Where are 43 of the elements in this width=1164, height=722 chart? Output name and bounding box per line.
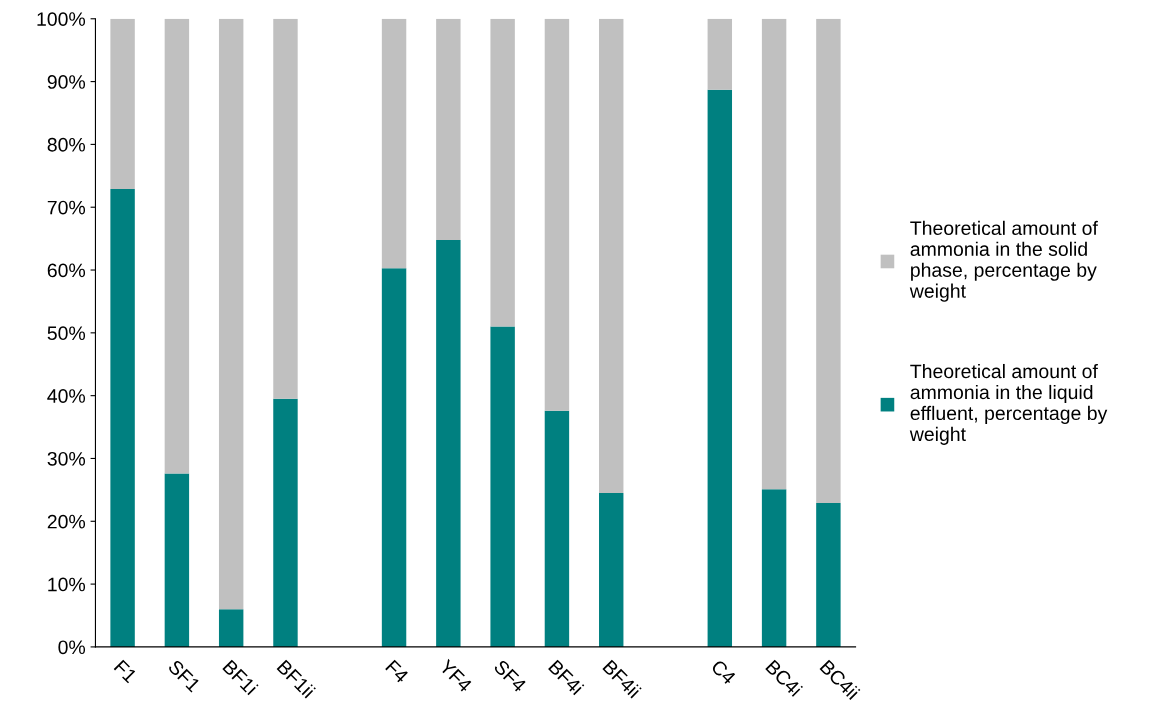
y-tick-label: 90% [47,75,86,89]
bar [490,326,515,647]
bar [273,18,298,399]
bar [707,18,733,90]
bar [816,503,841,647]
bar [218,18,244,610]
legend-label: Theoretical amount of ammonia in the solid phase, percentage by weight [909,220,1098,302]
bar [761,18,787,490]
bar [164,473,190,647]
bar [599,493,624,647]
y-tick-label: 80% [47,137,86,152]
bar [599,18,624,494]
bar [436,239,461,647]
bar [381,18,407,269]
x-tick-label: F4 [385,659,410,684]
bar [436,18,461,240]
bar [381,268,407,647]
bar [544,18,570,411]
y-tick-label: 10% [48,577,86,592]
bar [544,410,570,647]
y-tick-label: 30% [47,451,86,466]
bar [218,609,244,647]
bar [110,189,135,647]
y-tick-label: 20% [47,514,86,529]
bar [707,89,733,647]
bar [110,18,135,189]
legend-label: Theoretical amount of ammonia in the liquid effluent, percentage by weight [909,363,1108,445]
y-tick-label: 0% [58,640,86,655]
x-tick-label: YF4 [438,658,473,693]
bar [816,18,841,504]
bar [273,398,298,647]
y-tick-label: 50% [47,326,86,341]
y-tick-label: 40% [47,389,86,403]
bar [761,489,787,647]
x-tick-label: SF1 [167,659,202,693]
x-tick-label: SF4 [493,659,528,693]
y-tick-label: 100% [37,12,86,27]
x-tick-label: F1 [113,659,138,684]
y-tick-label: 60% [47,263,86,278]
bar [490,18,515,327]
x-tick-label: C4 [710,659,737,686]
bar [164,18,190,474]
y-tick-label: 70% [47,200,86,215]
